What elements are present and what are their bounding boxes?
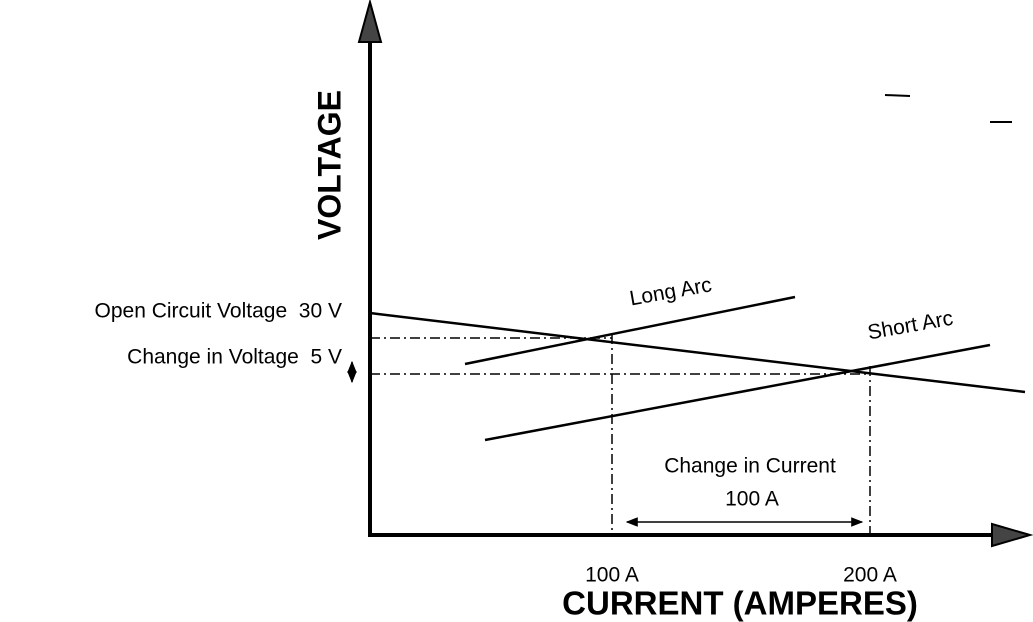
- mark: [884, 94, 911, 97]
- curve-label: Short Arc: [866, 307, 955, 345]
- y-label: Open Circuit Voltage 30 V: [95, 300, 342, 323]
- y-label: Change in Voltage 5 V: [127, 346, 342, 369]
- annotation: 100 A: [725, 488, 779, 511]
- y-arrowhead: [357, 0, 383, 43]
- x-axis-label: CURRENT (AMPERES): [562, 585, 918, 622]
- long-arc-line: [464, 295, 796, 366]
- y-axis-label: VOLTAGE: [311, 90, 347, 240]
- short-arc-line: [484, 343, 991, 442]
- annotation: Change in Current: [664, 455, 836, 478]
- x-label: 200 A: [843, 564, 897, 587]
- curve-label: Long Arc: [628, 273, 714, 310]
- x-arrowhead: [991, 522, 1033, 548]
- x-label: 100 A: [585, 564, 639, 587]
- source-line: [369, 311, 1026, 394]
